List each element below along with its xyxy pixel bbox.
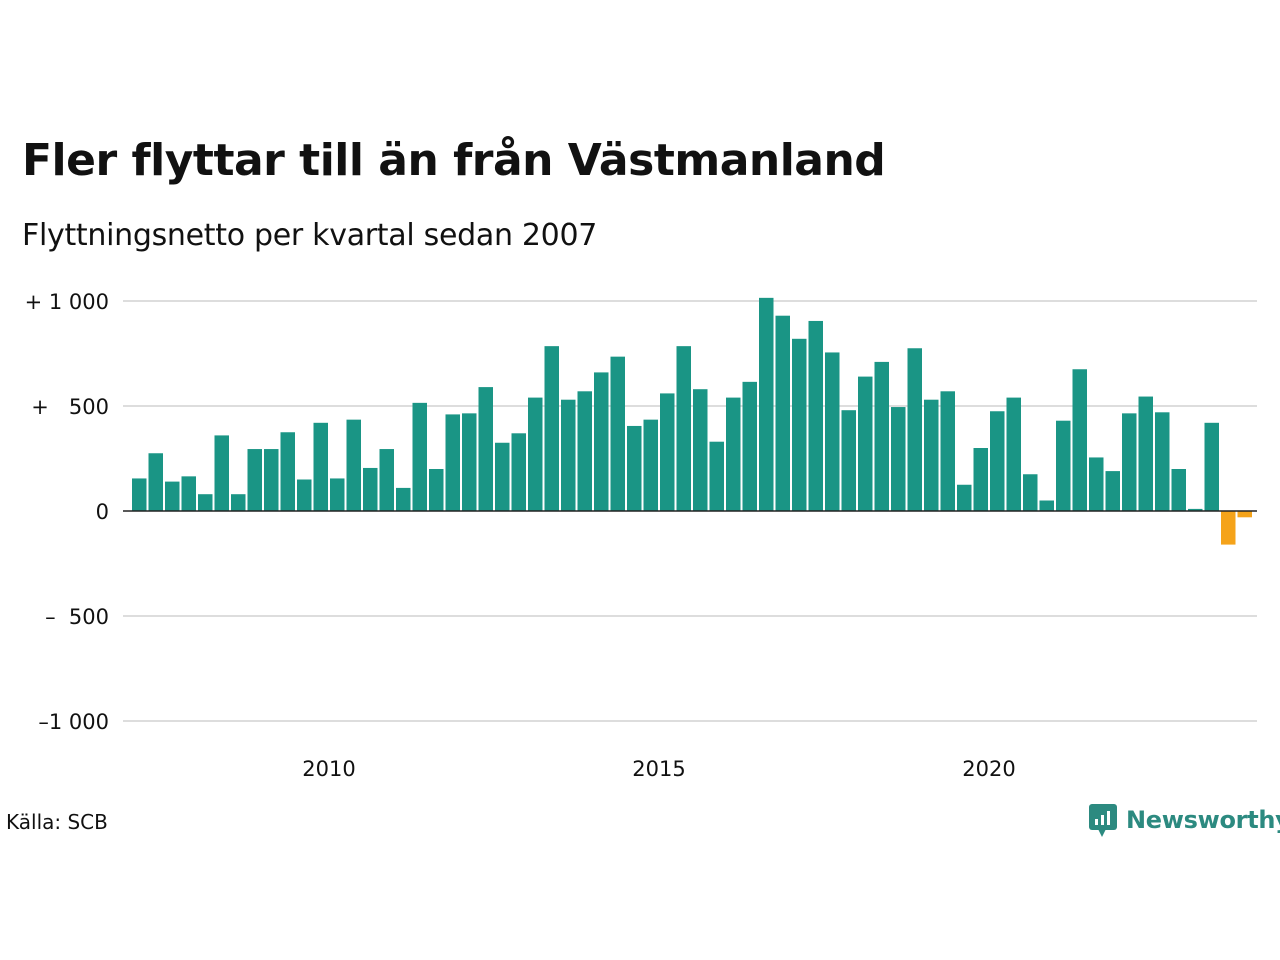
bar-2007-k2 — [148, 453, 163, 511]
bar-2016-k3 — [759, 297, 774, 511]
bar-2017-k3 — [825, 352, 840, 511]
bar-2007-k1 — [132, 478, 147, 511]
bar-2017-k4 — [841, 410, 856, 511]
bar-2011-k4 — [445, 414, 460, 511]
bar-2021-k3 — [1089, 457, 1104, 511]
bar-2015-k3 — [693, 389, 708, 511]
bar-2007-k3 — [165, 481, 180, 511]
bar-2015-k2 — [676, 346, 691, 511]
y-tick-label: – 500 — [45, 605, 109, 629]
bars — [132, 297, 1252, 545]
bar-2013-k2 — [544, 346, 559, 511]
bar-2009-k1 — [264, 449, 279, 511]
bar-2010-k3 — [363, 467, 378, 511]
bar-2011-k3 — [429, 469, 444, 511]
y-tick-label: + 1 000 — [25, 290, 109, 314]
bar-2011-k1 — [396, 487, 411, 511]
bar-2019-k4 — [973, 448, 988, 511]
x-tick-label: 2010 — [302, 757, 355, 781]
bar-2010-k4 — [379, 449, 394, 511]
bar-2016-k4 — [775, 315, 790, 511]
bar-2008-k3 — [231, 494, 246, 511]
bar-2009-k3 — [297, 479, 312, 511]
bar-2012-k3 — [495, 442, 510, 511]
bar-2012-k4 — [511, 433, 526, 511]
source-label: Källa: SCB — [6, 810, 108, 834]
bar-2012-k2 — [478, 387, 493, 511]
brand-name: Newsworthy — [1126, 806, 1280, 834]
bar-2018-k3 — [891, 407, 906, 511]
bar-2023-k4 — [1237, 511, 1252, 518]
bar-2023-k1 — [1188, 508, 1203, 511]
bar-2020-k1 — [990, 411, 1005, 511]
page-subtitle: Flyttningsnetto per kvartal sedan 2007 — [22, 218, 598, 253]
bar-2008-k4 — [247, 449, 262, 511]
bar-2020-k2 — [1006, 397, 1021, 511]
bar-2019-k3 — [957, 484, 972, 511]
bar-2016-k2 — [742, 381, 757, 511]
bar-2020-k4 — [1039, 500, 1054, 511]
bar-2014-k4 — [643, 419, 658, 511]
bar-2019-k2 — [940, 391, 955, 511]
y-axis-ticks: + 1 000 + 500 0 – 500 –1 000 — [25, 290, 109, 734]
bar-2007-k4 — [181, 476, 196, 511]
bar-2011-k2 — [412, 402, 427, 511]
bar-2013-k1 — [528, 397, 543, 511]
bar-2012-k1 — [462, 413, 477, 511]
bar-2010-k1 — [330, 478, 345, 511]
bar-2023-k2 — [1204, 422, 1219, 511]
y-tick-label: + 500 — [31, 395, 109, 419]
bar-2014-k2 — [610, 356, 625, 511]
page-title: Fler flyttar till än från Västmanland — [22, 135, 886, 186]
bar-2021-k4 — [1105, 471, 1120, 511]
y-tick-label: –1 000 — [38, 710, 109, 734]
bar-2008-k2 — [214, 435, 229, 511]
bar-2018-k2 — [874, 361, 889, 511]
bar-2019-k1 — [924, 399, 939, 511]
x-tick-label: 2020 — [962, 757, 1015, 781]
x-tick-label: 2015 — [632, 757, 685, 781]
bar-2021-k2 — [1072, 369, 1087, 511]
bar-2008-k1 — [198, 494, 213, 511]
bar-2020-k3 — [1023, 474, 1038, 511]
bar-2021-k1 — [1056, 420, 1071, 511]
bar-2013-k4 — [577, 391, 592, 511]
bar-2016-k1 — [726, 397, 741, 511]
bar-2018-k1 — [858, 376, 873, 511]
bar-2022-k1 — [1122, 413, 1137, 511]
grid-lines — [123, 300, 1257, 722]
bar-2022-k4 — [1171, 469, 1186, 511]
bar-2015-k4 — [709, 441, 724, 511]
bar-2010-k2 — [346, 419, 361, 511]
bar-2017-k2 — [808, 320, 823, 511]
bar-chart-speech-bubble-icon — [1089, 804, 1117, 837]
bar-2017-k1 — [792, 338, 807, 511]
bar-2015-k1 — [660, 393, 675, 511]
bar-2009-k4 — [313, 422, 328, 511]
bar-2014-k1 — [594, 372, 609, 511]
bar-2009-k2 — [280, 432, 295, 511]
bar-2013-k3 — [561, 399, 576, 511]
bar-2023-k3 — [1221, 511, 1236, 545]
x-axis-ticks: 2010 2015 2020 — [302, 757, 1015, 781]
bar-2022-k3 — [1155, 412, 1170, 511]
y-tick-label: 0 — [96, 500, 109, 524]
bar-2022-k2 — [1138, 396, 1153, 511]
bar-2018-k4 — [907, 348, 922, 511]
brand-logo: Newsworthy — [1088, 802, 1280, 838]
bar-chart: + 1 000 + 500 0 – 500 –1 000 2010 2015 2020 — [25, 290, 1257, 781]
bar-2014-k3 — [627, 425, 642, 511]
